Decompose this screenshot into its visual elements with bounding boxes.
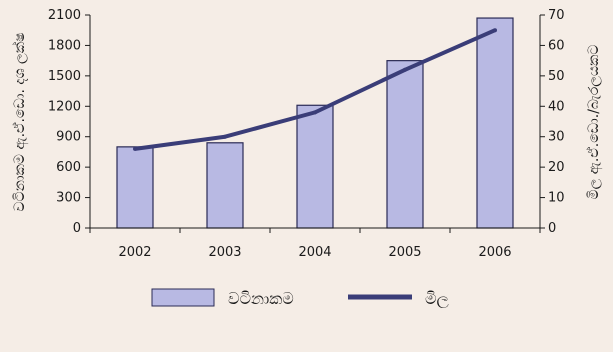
line-layer <box>133 28 497 151</box>
right-tick-label: 40 <box>548 99 565 114</box>
left-tick-label: 1800 <box>48 38 81 53</box>
left-tick-label: 2100 <box>48 8 81 23</box>
right-tick-label: 50 <box>548 69 565 84</box>
right-tick-label: 30 <box>548 130 565 145</box>
bars-layer <box>116 17 514 229</box>
price-point-2005 <box>403 67 407 72</box>
price-point-2004 <box>313 110 317 115</box>
price-point-2003 <box>223 134 227 139</box>
legend-bar-label: වටිනාකම <box>228 289 294 308</box>
left-tick-label: 1200 <box>48 99 81 114</box>
left-tick-label: 0 <box>73 221 81 236</box>
price-point-2002 <box>133 146 137 151</box>
right-tick-label: 0 <box>548 221 556 236</box>
bar-2005 <box>386 60 424 229</box>
legend-line-label: මිල <box>425 289 449 309</box>
right-tick-label: 60 <box>548 38 565 53</box>
bar-2004 <box>296 104 334 229</box>
right-tick-label: 70 <box>548 8 565 23</box>
left-tick-label: 600 <box>56 160 81 175</box>
legend: වටිනාකම මිල <box>151 288 449 309</box>
right-tick-label: 20 <box>548 160 565 175</box>
x-tick-label: 2004 <box>298 245 331 260</box>
right-tick-label: 10 <box>548 191 565 206</box>
left-tick-label: 900 <box>56 130 81 145</box>
left-tick-label: 1500 <box>48 69 81 84</box>
x-tick-label: 2003 <box>208 245 241 260</box>
legend-bar-swatch <box>151 288 215 307</box>
x-tick-label: 2005 <box>388 245 421 260</box>
axes-layer: 0 300 600 900 1200 1500 1800 2100 0 10 20 30 40 50 60 7… <box>48 8 565 260</box>
left-axis-title: වටිනාකම ඇ.ඒ.ඩො. දශ ලක්ෂ <box>12 32 29 211</box>
price-point-2006 <box>493 28 497 33</box>
bar-2003 <box>206 142 244 229</box>
left-tick-label: 300 <box>56 191 81 206</box>
bar-2002 <box>116 146 154 229</box>
bar-2006 <box>476 17 514 229</box>
x-tick-label: 2006 <box>478 245 511 260</box>
right-axis-title: මිල ඇ.ඒ.ඩො./බැරලයකට <box>586 45 603 200</box>
x-tick-label: 2002 <box>118 245 151 260</box>
